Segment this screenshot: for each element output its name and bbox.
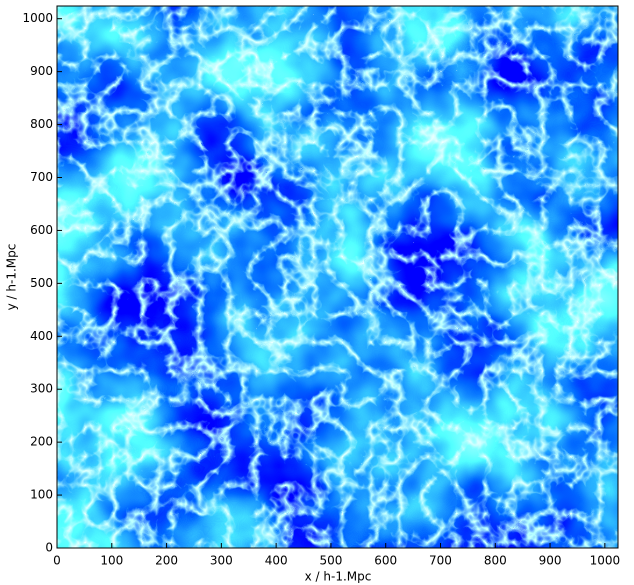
y-axis-label: y / h-1.Mpc bbox=[5, 244, 19, 311]
y-tick-label: 1000 bbox=[22, 11, 53, 25]
y-tick-label: 700 bbox=[30, 170, 53, 184]
plot-frame bbox=[56, 5, 619, 549]
y-tick-label: 500 bbox=[30, 276, 53, 290]
x-tick-label: 600 bbox=[374, 554, 397, 568]
x-axis-label: x / h-1.Mpc bbox=[305, 570, 372, 584]
x-tick-label: 100 bbox=[100, 554, 123, 568]
y-tick-label: 200 bbox=[30, 435, 53, 449]
x-tick-label: 500 bbox=[319, 554, 342, 568]
x-tick-label: 200 bbox=[155, 554, 178, 568]
density-field bbox=[57, 6, 618, 548]
y-tick-label: 600 bbox=[30, 223, 53, 237]
y-tick-label: 400 bbox=[30, 329, 53, 343]
x-tick-label: 700 bbox=[429, 554, 452, 568]
y-tick-label: 800 bbox=[30, 117, 53, 131]
y-tick-label: 300 bbox=[30, 382, 53, 396]
x-tick-label: 400 bbox=[265, 554, 288, 568]
x-tick-label: 900 bbox=[539, 554, 562, 568]
y-tick-label: 0 bbox=[45, 541, 53, 555]
x-tick-label: 800 bbox=[484, 554, 507, 568]
y-tick-label: 900 bbox=[30, 64, 53, 78]
x-tick-label: 300 bbox=[210, 554, 233, 568]
x-tick-label: 0 bbox=[53, 554, 61, 568]
y-tick-label: 100 bbox=[30, 488, 53, 502]
x-tick-label: 1000 bbox=[590, 554, 621, 568]
